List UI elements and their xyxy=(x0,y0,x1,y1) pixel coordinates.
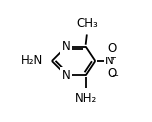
Text: O: O xyxy=(107,67,116,80)
Text: O: O xyxy=(107,42,116,55)
Text: +: + xyxy=(109,53,116,62)
Text: N: N xyxy=(62,40,71,53)
Text: N: N xyxy=(62,69,71,82)
Text: NH₂: NH₂ xyxy=(74,92,97,105)
Text: N: N xyxy=(105,55,114,67)
Text: CH₃: CH₃ xyxy=(76,17,98,30)
Text: −: − xyxy=(111,71,118,80)
Text: H₂N: H₂N xyxy=(21,55,43,67)
